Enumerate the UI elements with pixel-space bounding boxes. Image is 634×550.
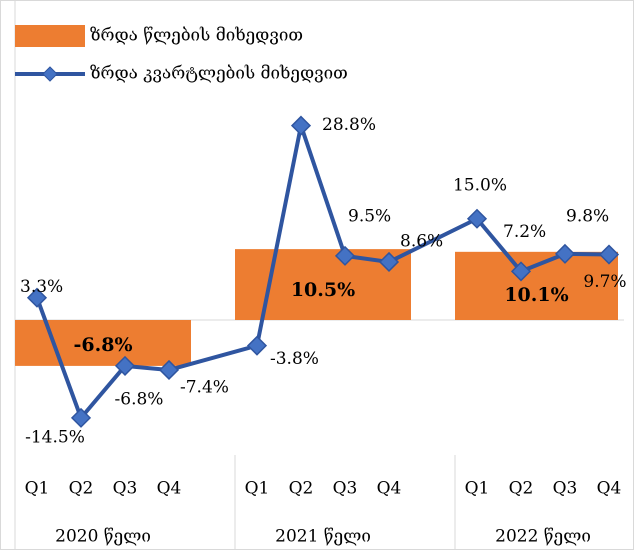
legend-swatch [15, 25, 85, 47]
bar-value-label: 10.1% [504, 284, 568, 306]
line-value-label: 3.3% [20, 277, 63, 297]
line-value-label: -7.4% [180, 377, 229, 397]
line-value-label: 9.8% [566, 206, 609, 226]
x-tick-label: Q2 [289, 479, 314, 499]
line-value-label: -6.8% [115, 389, 164, 409]
line-marker [114, 355, 136, 376]
x-tick-label: Q4 [157, 479, 182, 499]
x-tick-label: Q2 [509, 479, 534, 499]
line-value-label: -14.5% [25, 427, 85, 447]
x-tick-label: Q1 [465, 479, 490, 499]
line-marker [158, 359, 180, 381]
x-tick-label: Q4 [377, 479, 402, 499]
line-value-label: -3.8% [270, 349, 319, 369]
line-value-label: 9.5% [348, 206, 391, 226]
line-marker [26, 287, 48, 308]
line-value-label: 9.7% [583, 272, 626, 292]
x-tick-label: Q3 [113, 479, 138, 499]
group-label: 2020 წელი [55, 527, 151, 547]
line-value-label: 15.0% [453, 175, 507, 195]
line-marker [598, 244, 620, 265]
x-tick-label: Q2 [69, 479, 94, 499]
line-value-label: 8.6% [400, 231, 443, 251]
line-marker [334, 245, 356, 266]
line-value-label: 28.8% [322, 115, 376, 135]
line-marker [466, 208, 488, 229]
bar [15, 320, 191, 366]
x-tick-label: Q4 [597, 479, 622, 499]
line-marker [246, 335, 268, 356]
line [35, 123, 610, 420]
legend-label: ზრდა წლების მიხედვით [90, 26, 303, 46]
line-marker [70, 407, 92, 428]
line-value-label: 7.2% [503, 222, 546, 242]
group-label: 2021 წელი [275, 527, 371, 547]
line-marker [378, 251, 400, 273]
x-tick-label: Q3 [553, 479, 578, 499]
line-marker [290, 115, 312, 136]
x-tick-label: Q3 [333, 479, 358, 499]
line-marker [510, 261, 532, 282]
x-tick-label: Q1 [245, 479, 270, 499]
line-marker [554, 243, 576, 264]
group-label: 2022 წელი [495, 527, 591, 547]
x-tick-label: Q1 [25, 479, 50, 499]
legend-marker [42, 66, 58, 82]
bar-value-label: -6.8% [74, 334, 133, 356]
bar-value-label: 10.5% [291, 279, 355, 301]
legend-label: ზრდა კვარტლების მიხედვით [90, 64, 348, 84]
